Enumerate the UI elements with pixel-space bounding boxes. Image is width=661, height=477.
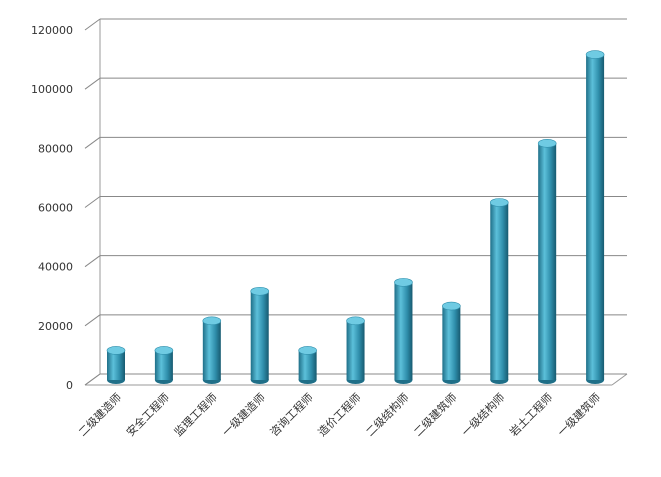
y-tick-label: 0 [66, 379, 73, 392]
bar [107, 350, 125, 380]
bar-top [250, 286, 270, 296]
bar-top [537, 139, 557, 148]
x-tick-label: 二级建筑师 [411, 390, 460, 439]
bar [490, 202, 509, 380]
x-tick-label: 岩土工程师 [507, 390, 556, 439]
bar [442, 306, 461, 380]
bar-top [298, 346, 317, 355]
x-tick-label: 安全工程师 [123, 390, 172, 439]
bar-top [394, 278, 413, 287]
floor-edge [611, 373, 628, 386]
bar [538, 143, 557, 380]
bar [394, 282, 413, 380]
y-tick-label: 80000 [38, 142, 73, 155]
bar-top [202, 316, 222, 326]
x-tick-label: 二级建造师 [75, 390, 124, 439]
bar-top [442, 301, 461, 311]
bar-top [106, 346, 126, 355]
grid-line [84, 77, 101, 90]
x-tick-label: 监理工程师 [172, 391, 220, 439]
y-tick-label: 60000 [38, 202, 73, 215]
bar [346, 320, 365, 380]
grid-line [84, 314, 101, 327]
bar-top [585, 50, 605, 59]
bar [250, 291, 269, 380]
bar [298, 350, 317, 380]
grid-line [84, 136, 101, 149]
bar [202, 320, 221, 380]
x-tick-label: 一级结构师 [459, 390, 508, 439]
y-tick-label: 20000 [38, 320, 73, 333]
x-tick-label: 一级建造师 [219, 390, 268, 439]
x-tick-label: 二级结构师 [363, 390, 412, 439]
x-tick-label: 造价工程师 [315, 390, 364, 439]
y-tick-label: 120000 [31, 24, 73, 37]
bar-top [154, 346, 174, 355]
bar [586, 54, 605, 380]
grid-line [84, 196, 101, 208]
x-tick-label: 一级建筑师 [554, 390, 603, 439]
y-tick-label: 40000 [38, 261, 73, 274]
grid-line [84, 18, 101, 31]
x-tick-label: 咨询工程师 [267, 390, 316, 439]
grid-line [84, 373, 101, 386]
y-tick-label: 100000 [31, 83, 73, 96]
bar-top [489, 198, 509, 207]
grid-line [84, 255, 101, 268]
bar-top [346, 316, 365, 326]
bar [154, 350, 173, 380]
